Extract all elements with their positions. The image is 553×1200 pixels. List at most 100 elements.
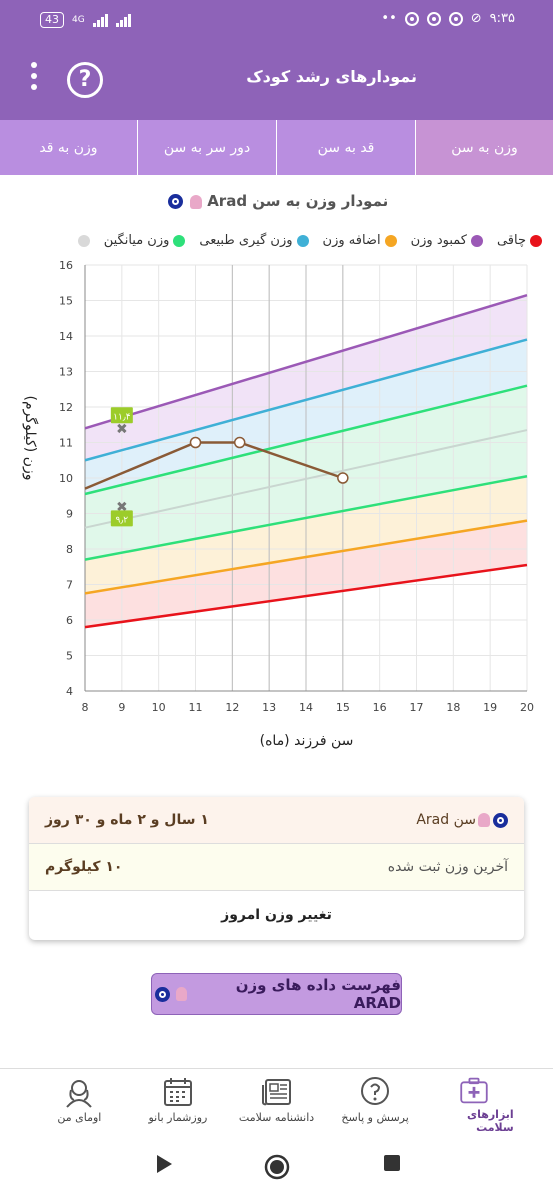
chart-title-text: نمودار وزن به سن Arad bbox=[207, 192, 389, 210]
weight-for-age-chart: 8 9 10 11 12 13 14 15 16 17 18 19 20 4 5 6 7 8 9 10 11 12 13 14… bbox=[59, 259, 534, 714]
nav-calendar[interactable]: روزشمار بانو bbox=[138, 1069, 218, 1134]
baby-icon bbox=[478, 813, 490, 827]
more-vert-icon[interactable] bbox=[26, 62, 42, 98]
x-tick-label: 19 bbox=[483, 701, 497, 714]
woman-avatar-icon bbox=[66, 1080, 93, 1108]
reference-curve bbox=[84, 384, 528, 496]
legend-dot bbox=[530, 234, 542, 247]
tab-label: وزن به سن bbox=[451, 139, 518, 156]
recents-icon[interactable] bbox=[383, 1154, 401, 1172]
medical-kit-icon bbox=[460, 1077, 488, 1104]
nav-label: اومای من bbox=[57, 1111, 102, 1124]
legend-item[interactable] bbox=[74, 233, 90, 248]
legend-dot bbox=[384, 234, 397, 247]
x-tick-label: 20 bbox=[520, 701, 534, 714]
y-tick-label: 9 bbox=[66, 508, 73, 521]
calendar-icon bbox=[163, 1078, 192, 1106]
question-circle-icon[interactable]: ? bbox=[67, 62, 103, 98]
marker-label: ۹٫۲ bbox=[116, 515, 129, 525]
legend-dot bbox=[470, 234, 483, 247]
y-tick-label: 13 bbox=[59, 366, 73, 379]
tab-height-for-age[interactable]: قد به سن bbox=[276, 120, 415, 175]
age-value: ۱ سال و ۲ ماه و ۳۰ روز bbox=[45, 812, 209, 828]
nav-label: پرسش و پاسخ bbox=[341, 1111, 409, 1124]
y-tick-label: 8 bbox=[66, 543, 73, 556]
legend-item[interactable]: وزن میانگین bbox=[104, 233, 186, 248]
last-weight-value: ۱۰ کیلوگرم bbox=[45, 859, 123, 875]
legend-label: وزن میانگین bbox=[103, 233, 170, 248]
tab-weight-for-height[interactable]: وزن به قد bbox=[0, 120, 137, 175]
legend-label: چاقی bbox=[496, 233, 526, 248]
x-tick-label: 16 bbox=[373, 701, 387, 714]
legend-item[interactable]: کمبود وزن bbox=[411, 233, 483, 248]
x-tick-label: 14 bbox=[299, 701, 313, 714]
y-tick-label: 10 bbox=[59, 472, 73, 485]
status-right: •• ⊘ ۹:۳۵ bbox=[381, 11, 515, 26]
chart-legend: چاقی کمبود وزن اضافه وزن وزن گیری طبیعی … bbox=[12, 233, 542, 248]
last-weight-row: آخرین وزن ثبت شده ۱۰ کیلوگرم bbox=[29, 844, 524, 891]
evil-eye-icon bbox=[167, 194, 183, 209]
nav-label: روزشمار بانو bbox=[148, 1111, 208, 1124]
app-bar: ? نمودارهای رشد کودک bbox=[0, 40, 553, 120]
nav-label: دانشنامه سلامت bbox=[238, 1111, 315, 1124]
chrome-icon-2 bbox=[426, 11, 441, 26]
nav-qa[interactable]: پرسش و پاسخ bbox=[335, 1069, 415, 1134]
legend-item[interactable]: اضافه وزن bbox=[323, 233, 397, 248]
x-tick-label: 17 bbox=[410, 701, 424, 714]
nav-health-tools[interactable]: ابزارهای سلامت bbox=[434, 1069, 514, 1134]
signal-icon-2 bbox=[115, 13, 131, 27]
y-tick-label: 16 bbox=[59, 259, 73, 272]
bottom-navigation: ابزارهای سلامت پرسش و پاسخ دانشنامه سلام… bbox=[0, 1068, 553, 1134]
nav-encyclopedia[interactable]: دانشنامه سلامت bbox=[237, 1069, 317, 1134]
child-weight-line bbox=[84, 441, 344, 490]
marker-label: ۱۱٫۴ bbox=[113, 412, 131, 422]
status-bar: 43 4G •• ⊘ ۹:۳۵ bbox=[0, 0, 553, 40]
tab-label: قد به سن bbox=[317, 139, 375, 156]
home-icon[interactable] bbox=[264, 1154, 290, 1180]
reference-curve bbox=[84, 429, 528, 529]
chrome-icon bbox=[404, 11, 419, 26]
chrome-icon-3 bbox=[448, 11, 463, 26]
nav-profile[interactable]: اومای من bbox=[39, 1069, 119, 1134]
legend-label: کمبود وزن bbox=[410, 233, 467, 248]
y-tick-label: 12 bbox=[59, 401, 73, 414]
legend-label: اضافه وزن bbox=[322, 233, 381, 248]
tab-head-for-age[interactable]: دور سر به سن bbox=[137, 120, 276, 175]
age-label: سن Arad bbox=[416, 812, 476, 828]
legend-label: وزن گیری طبیعی bbox=[199, 233, 293, 248]
chart-title: نمودار وزن به سن Arad bbox=[0, 192, 553, 210]
battery-indicator: 43 bbox=[40, 12, 64, 28]
info-card: سن Arad ۱ سال و ۲ ماه و ۳۰ روز آخرین وزن… bbox=[29, 797, 524, 940]
x-tick-label: 10 bbox=[152, 701, 166, 714]
marker-label-box bbox=[110, 407, 133, 424]
marker-cross: ✖ bbox=[116, 421, 128, 437]
child-weight-point bbox=[337, 472, 349, 484]
age-label-wrap: سن Arad bbox=[416, 812, 508, 828]
x-axis-label: سن فرزند (ماه) bbox=[259, 733, 354, 749]
alarm-off-icon: ⊘ bbox=[470, 11, 482, 26]
page-title: نمودارهای رشد کودک bbox=[246, 67, 417, 86]
back-icon[interactable] bbox=[155, 1154, 173, 1174]
reference-curve bbox=[84, 519, 528, 595]
tab-weight-for-age[interactable]: وزن به سن bbox=[415, 120, 553, 175]
nav-label: ابزارهای سلامت bbox=[467, 1108, 514, 1134]
y-tick-label: 14 bbox=[59, 330, 73, 343]
change-weight-label: تغییر وزن امروز bbox=[221, 906, 332, 923]
legend-dot bbox=[77, 234, 90, 247]
x-tick-label: 15 bbox=[336, 701, 350, 714]
reference-curve bbox=[84, 338, 528, 462]
legend-item[interactable]: چاقی bbox=[497, 233, 542, 248]
legend-item[interactable]: وزن گیری طبیعی bbox=[199, 233, 309, 248]
child-weight-point bbox=[233, 436, 246, 449]
baby-icon bbox=[189, 194, 202, 209]
x-tick-label: 12 bbox=[225, 701, 239, 714]
x-tick-label: 18 bbox=[446, 701, 460, 714]
change-weight-button[interactable]: تغییر وزن امروز bbox=[29, 891, 524, 938]
weight-data-list-button[interactable]: فهرست داده های وزن ARAD bbox=[151, 973, 402, 1015]
system-navigation-bar bbox=[0, 1134, 553, 1200]
y-axis-label: وزن (کیلوگرم) bbox=[22, 395, 38, 481]
y-tick-label: 6 bbox=[66, 614, 73, 627]
network-type: 4G bbox=[72, 15, 85, 25]
y-tick-label: 15 bbox=[59, 295, 73, 308]
y-tick-label: 5 bbox=[66, 650, 73, 663]
